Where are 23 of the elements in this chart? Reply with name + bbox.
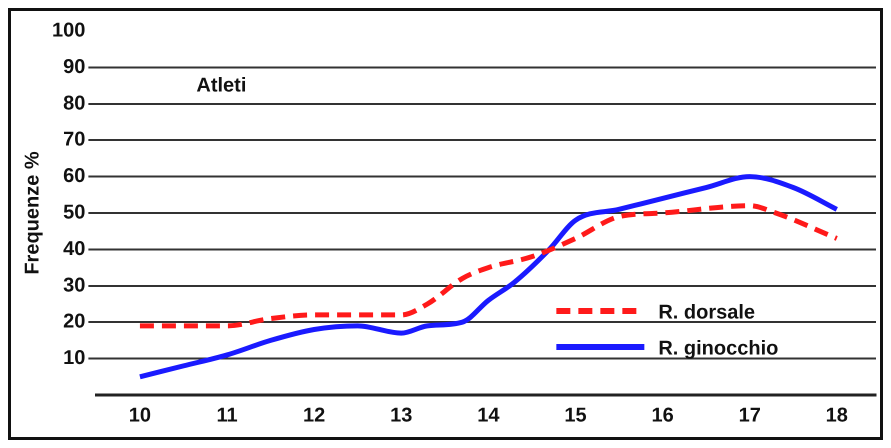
- x-tick-label: 14: [477, 404, 500, 427]
- x-tick-label: 12: [303, 404, 326, 427]
- x-tick-label: 17: [738, 404, 761, 427]
- y-tick-label: 80: [63, 92, 86, 114]
- y-tick-label: 100: [52, 20, 86, 42]
- x-tick-label: 10: [128, 404, 152, 427]
- annotation: Atleti: [196, 74, 246, 97]
- x-tick-label: 11: [216, 404, 238, 427]
- legend-label: R. dorsale: [658, 302, 756, 324]
- x-tick-label: 18: [826, 404, 848, 427]
- x-tick-label: 15: [564, 404, 587, 427]
- x-tick-label: 16: [651, 404, 674, 427]
- y-tick-label: 90: [63, 56, 86, 78]
- y-tick-label: 10: [63, 347, 86, 370]
- x-tick-label: 13: [390, 404, 412, 427]
- y-tick-label: 30: [63, 274, 86, 296]
- y-tick-label: 60: [63, 165, 86, 188]
- y-tick-label: 20: [63, 310, 86, 333]
- y-tick-label: 70: [63, 128, 86, 151]
- y-tick-label: 50: [63, 202, 86, 224]
- legend-label: R. ginocchio: [658, 338, 778, 360]
- y-tick-label: 40: [63, 238, 86, 260]
- y-axis-title: Frequenze %: [22, 151, 44, 275]
